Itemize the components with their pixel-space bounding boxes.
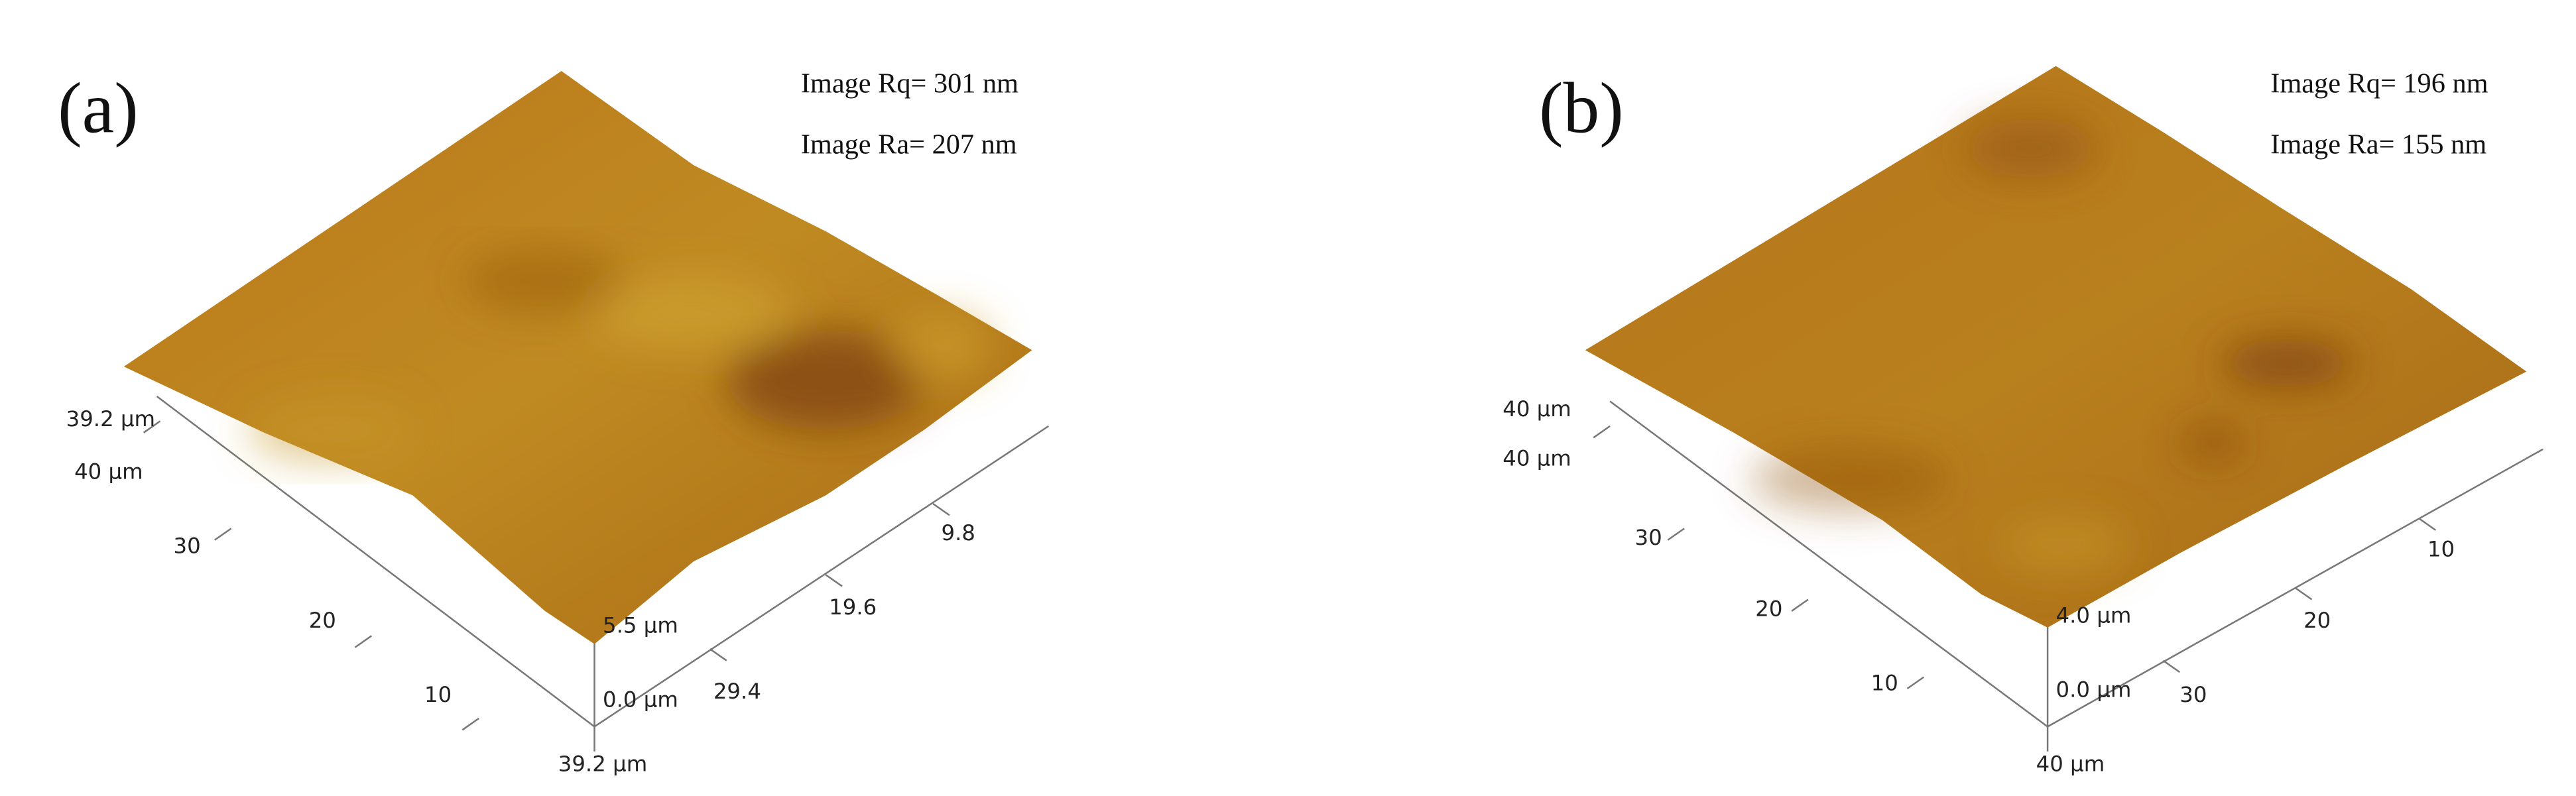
axis-label: 40 µm bbox=[1503, 396, 1571, 422]
axis-label: 40 µm bbox=[1503, 446, 1571, 471]
axis-label: 20 bbox=[309, 608, 336, 633]
surface bbox=[123, 71, 1032, 644]
axis-label: 9.8 bbox=[942, 520, 975, 545]
axis-label: 30 bbox=[1634, 525, 1662, 550]
axis-label: 10 bbox=[1871, 671, 1898, 696]
axis-label: 40 µm bbox=[74, 459, 143, 484]
surface-shading bbox=[1750, 119, 2353, 575]
axis-label: 5.5 µm bbox=[603, 612, 678, 638]
axis-label: 20 bbox=[1755, 596, 1782, 621]
axis-label: 4.0 µm bbox=[2056, 602, 2132, 628]
surface-shading bbox=[247, 247, 991, 463]
axis-label: 30 bbox=[173, 534, 200, 559]
axis-label: 29.4 bbox=[713, 679, 761, 704]
axis-label: 19.6 bbox=[829, 595, 877, 620]
axis-label: 39.2 µm bbox=[66, 406, 155, 431]
ra-value: Image Ra= 207 nm bbox=[801, 129, 1017, 160]
panel-b: (b) Image Rq= 196 nm Image Ra= 155 nm 40… bbox=[1503, 66, 2544, 777]
panel-a: (a) Image Rq= 301 nm Image Ra= 207 nm 39… bbox=[58, 67, 1050, 777]
axis-label: 10 bbox=[2427, 537, 2455, 562]
axis-label: 39.2 µm bbox=[558, 752, 647, 777]
axis-label: 20 bbox=[2303, 608, 2331, 633]
axis-label: 0.0 µm bbox=[603, 687, 678, 712]
panel-label: (b) bbox=[1539, 67, 1624, 148]
rq-value: Image Rq= 301 nm bbox=[801, 68, 1018, 99]
axis-label: 10 bbox=[424, 682, 452, 707]
rq-value: Image Rq= 196 nm bbox=[2270, 68, 2488, 99]
ra-value: Image Ra= 155 nm bbox=[2270, 129, 2486, 160]
surface bbox=[1585, 66, 2527, 628]
axis-label: 40 µm bbox=[2036, 752, 2105, 777]
axis-label: 30 bbox=[2179, 682, 2207, 707]
axis-label: 0.0 µm bbox=[2056, 677, 2132, 702]
panel-label: (a) bbox=[58, 67, 139, 148]
